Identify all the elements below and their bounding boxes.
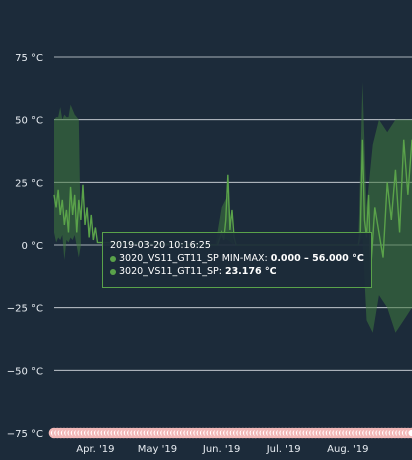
navigator-marker[interactable] xyxy=(406,427,412,439)
series-dot-icon xyxy=(110,255,116,262)
y-tick-label: −75 °C xyxy=(7,429,43,440)
y-tick-label: 25 °C xyxy=(15,178,43,189)
min-max-band xyxy=(54,82,412,333)
navigator-marker-layer[interactable] xyxy=(48,427,412,439)
x-tick-label: Jun. '19 xyxy=(202,444,240,455)
min-max-band-layer xyxy=(54,82,412,333)
x-tick-label: Apr. '19 xyxy=(76,444,114,455)
x-tick-label: Aug. '19 xyxy=(327,444,368,455)
tooltip-min-max-value: 0.000 – 56.000 °C xyxy=(270,253,364,264)
y-axis-tick-labels: 75 °C 50 °C 25 °C 0 °C −25 °C −50 °C −75 °C xyxy=(7,53,43,440)
x-tick-label: Jul. '19 xyxy=(266,444,301,455)
tooltip-setpoint-label: 3020_VS11_GT11_SP: xyxy=(119,266,225,277)
tooltip-min-max-label: 3020_VS11_GT11_SP MIN-MAX: xyxy=(119,253,271,264)
tooltip: 2019-03-20 10:16:25 3020_VS11_GT11_SP MI… xyxy=(102,232,372,288)
y-tick-label: −25 °C xyxy=(7,304,43,315)
y-tick-label: 50 °C xyxy=(15,116,43,127)
series-dot-icon xyxy=(110,268,116,275)
y-tick-label: 0 °C xyxy=(21,241,43,252)
tooltip-timestamp: 2019-03-20 10:16:25 xyxy=(110,240,211,251)
tooltip-setpoint-value: 23.176 °C xyxy=(224,266,277,277)
y-tick-label: 75 °C xyxy=(15,53,43,64)
y-tick-label: −50 °C xyxy=(7,366,43,377)
tooltip-row-setpoint: 3020_VS11_GT11_SP: 23.176 °C xyxy=(110,265,364,278)
tooltip-row-min-max: 3020_VS11_GT11_SP MIN-MAX: 0.000 – 56.00… xyxy=(110,252,364,265)
x-axis-tick-labels: Apr. '19 May '19 Jun. '19 Jul. '19 Aug. '19 xyxy=(76,444,368,455)
x-tick-label: May '19 xyxy=(138,444,177,455)
